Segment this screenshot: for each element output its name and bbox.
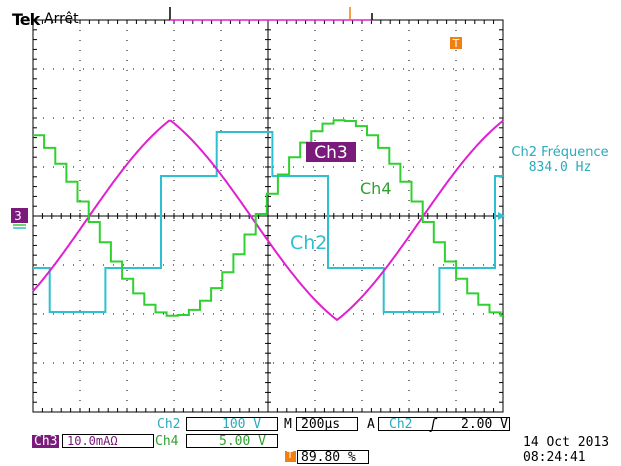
- trigger-box[interactable]: Ch2 ʃ 2.00 V: [378, 417, 510, 433]
- trigger-position-bracket: [169, 7, 373, 21]
- measurement-readout: Ch2 Fréquence 834.0 Hz: [500, 145, 620, 175]
- trigger-time-marker[interactable]: T: [450, 37, 462, 50]
- ch3-ground-marker[interactable]: 3: [11, 208, 28, 229]
- timebase-box[interactable]: 200µs: [296, 417, 358, 431]
- ch4-scale-box[interactable]: 5.00 V: [186, 434, 278, 448]
- trigger-source: Ch2: [389, 417, 413, 432]
- date-readout: 14 Oct 2013: [523, 435, 610, 450]
- ch2-trace-label: Ch2: [290, 232, 328, 254]
- acquisition-status: Arrêt: [44, 11, 79, 27]
- ch3-waveform: [32, 119, 504, 322]
- ch2-scale-box[interactable]: 100 V: [186, 417, 278, 431]
- ch2-waveform: [33, 131, 503, 313]
- graticule: [32, 19, 504, 413]
- trigger-position-marker-letter: T: [287, 450, 294, 461]
- ch3-scale: 10.0mAΩ: [67, 434, 118, 448]
- ch3-trace-badge: Ch3: [306, 142, 356, 163]
- timebase-value: 200µs: [301, 417, 341, 432]
- timebase-label: M: [284, 417, 292, 432]
- trigger-position-value: 89.80 %: [301, 450, 356, 465]
- trigger-level-marker[interactable]: [498, 212, 505, 220]
- trigger-marker-letter: T: [452, 37, 460, 50]
- ch3-scale-box[interactable]: 10.0mAΩ: [62, 434, 154, 448]
- trigger-position-marker-icon: T: [285, 451, 296, 462]
- ch2-label: Ch2: [157, 417, 181, 432]
- ch4-waveform: [33, 119, 503, 317]
- brand-logo: Tek: [12, 10, 40, 29]
- trigger-level: 2.00 V: [461, 417, 508, 432]
- ch4-trace-label: Ch4: [360, 179, 392, 198]
- ch2-scale: 100 V: [222, 417, 262, 432]
- measurement-value: 834.0 Hz: [528, 160, 592, 175]
- time-readout: 08:24:41: [523, 450, 586, 465]
- ch4-label: Ch4: [155, 434, 179, 449]
- trigger-slope-icon: ʃ: [431, 417, 436, 433]
- trigger-mode: A: [367, 417, 375, 432]
- ch3-label: Ch3: [32, 434, 60, 449]
- measurement-title: Ch2 Fréquence: [511, 145, 609, 160]
- ch3-trace-label: Ch3: [314, 143, 347, 163]
- ch4-scale: 5.00 V: [219, 434, 266, 449]
- ch3-marker-number: 3: [14, 209, 22, 223]
- trigger-position-box[interactable]: 89.80 %: [297, 450, 369, 464]
